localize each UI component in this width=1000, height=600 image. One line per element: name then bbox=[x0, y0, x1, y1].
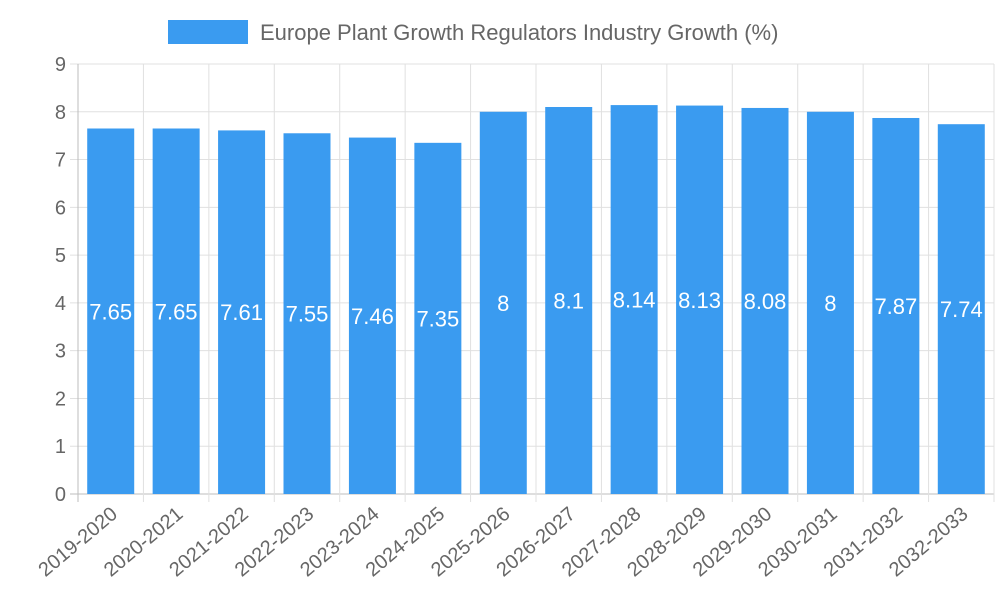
bar[interactable] bbox=[872, 117, 920, 494]
y-tick-label: 9 bbox=[55, 54, 66, 76]
data-label: 8 bbox=[824, 291, 836, 316]
bar[interactable] bbox=[283, 133, 331, 494]
data-label: 8.13 bbox=[678, 288, 721, 313]
bar[interactable] bbox=[937, 124, 985, 494]
data-labels: 7.65 7.65 7.61 7.55 7.46 7.35 8 8.1 8.14 8.13 8.08… bbox=[89, 288, 982, 332]
bar[interactable] bbox=[479, 111, 527, 495]
x-axis: 2019-20202020-20212021-20222022-20232023… bbox=[35, 503, 973, 581]
data-label: 8.1 bbox=[553, 289, 584, 314]
bar[interactable] bbox=[806, 111, 854, 495]
y-tick-label: 4 bbox=[55, 293, 66, 315]
data-label: 7.61 bbox=[220, 300, 263, 325]
bar[interactable] bbox=[414, 142, 462, 495]
data-label: 7.55 bbox=[286, 302, 329, 327]
bar[interactable] bbox=[545, 107, 593, 494]
y-tick-label: 8 bbox=[55, 102, 66, 124]
data-label: 8 bbox=[497, 291, 509, 316]
data-label: 7.65 bbox=[155, 299, 198, 324]
bar[interactable] bbox=[676, 105, 724, 495]
y-tick-label: 6 bbox=[55, 197, 66, 219]
legend-swatch bbox=[168, 20, 248, 44]
y-tick-label: 0 bbox=[55, 484, 66, 506]
bar[interactable] bbox=[218, 130, 266, 494]
legend[interactable]: Europe Plant Growth Regulators Industry … bbox=[168, 20, 778, 45]
data-label: 7.46 bbox=[351, 304, 394, 329]
data-label: 8.08 bbox=[744, 289, 787, 314]
bars bbox=[87, 105, 985, 495]
data-label: 7.87 bbox=[874, 294, 917, 319]
y-tick-label: 3 bbox=[55, 341, 66, 363]
data-label: 7.74 bbox=[940, 297, 983, 322]
legend-label: Europe Plant Growth Regulators Industry … bbox=[260, 20, 778, 45]
y-tick-label: 2 bbox=[55, 388, 66, 410]
bar[interactable] bbox=[741, 107, 789, 494]
bar[interactable] bbox=[87, 128, 135, 495]
y-tick-label: 7 bbox=[55, 150, 66, 172]
bar[interactable] bbox=[152, 128, 200, 495]
y-tick-label: 5 bbox=[55, 245, 66, 267]
y-axis: 0 1 2 3 4 5 6 7 8 9 bbox=[55, 54, 66, 506]
y-tick-label: 1 bbox=[55, 436, 66, 458]
bar[interactable] bbox=[610, 105, 658, 494]
data-label: 7.65 bbox=[89, 299, 132, 324]
data-label: 8.14 bbox=[613, 288, 656, 313]
data-label: 7.35 bbox=[416, 306, 459, 331]
grid bbox=[70, 63, 995, 502]
bar[interactable] bbox=[348, 137, 396, 495]
